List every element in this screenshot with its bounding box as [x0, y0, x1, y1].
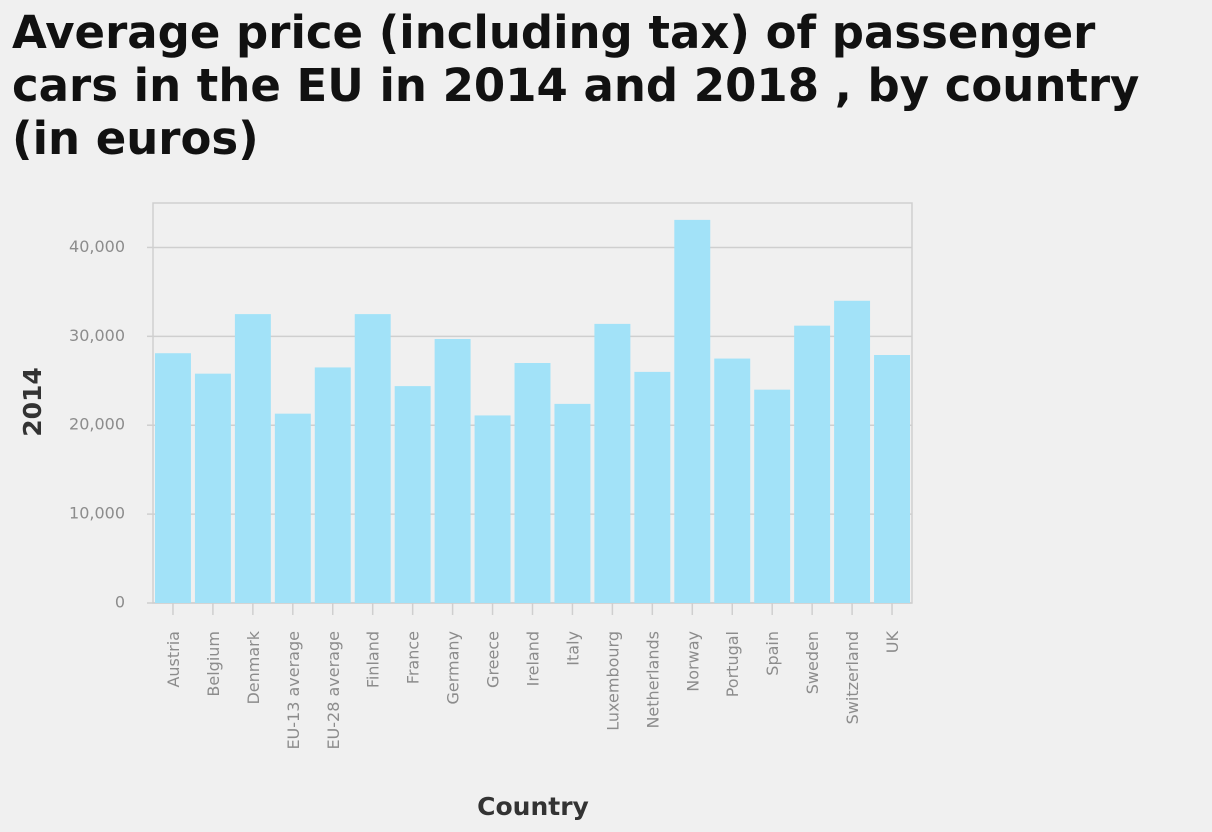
x-tick-label: France: [404, 631, 423, 684]
x-tick-label: Netherlands: [643, 631, 662, 729]
bars: [155, 219, 910, 603]
x-tick-label: EU-13 average: [284, 631, 303, 750]
bar: [314, 367, 351, 603]
x-tick-label: Italy: [563, 631, 582, 666]
x-tick-label: EU-28 average: [324, 631, 343, 750]
x-tick-label: UK: [883, 630, 902, 653]
y-tick-label: 20,000: [69, 415, 125, 434]
bar: [674, 219, 711, 603]
bar: [274, 413, 311, 603]
chart-title: Average price (including tax) of passeng…: [12, 6, 1140, 165]
y-axis-ticks: 0 10,000 20,000 30,000 40,000: [69, 237, 153, 612]
bar: [874, 355, 910, 603]
x-tick-label: Portugal: [723, 631, 742, 697]
bar: [434, 339, 471, 603]
x-axis-label: Country: [477, 792, 589, 821]
bar: [714, 358, 751, 603]
bar: [194, 373, 231, 603]
bar: [234, 314, 271, 603]
bar: [754, 389, 791, 603]
bar: [474, 415, 511, 603]
x-tick-label: Switzerland: [843, 631, 862, 724]
bar: [594, 323, 631, 603]
bar: [794, 325, 831, 603]
x-tick-label: Finland: [364, 631, 383, 688]
y-tick-label: 10,000: [69, 504, 125, 523]
x-tick-label: Norway: [683, 631, 702, 692]
x-tick-label: Greece: [484, 631, 503, 688]
bar: [155, 353, 191, 603]
bar: [634, 371, 671, 603]
x-tick-label: Germany: [444, 631, 463, 705]
bar: [554, 403, 591, 603]
bar: [834, 300, 871, 603]
bar: [394, 386, 431, 603]
bar: [354, 314, 391, 603]
x-tick-label: Sweden: [803, 631, 822, 694]
bar: [514, 363, 551, 603]
y-tick-label: 30,000: [69, 326, 125, 345]
y-tick-label: 40,000: [69, 237, 125, 256]
x-tick-label: Austria: [164, 631, 183, 688]
x-tick-label: Luxembourg: [603, 631, 622, 731]
x-tick-label: Denmark: [244, 630, 263, 704]
y-axis-label: 2014: [18, 367, 47, 437]
x-tick-label: Belgium: [204, 631, 223, 697]
x-axis-ticks: Austria Belgium Denmark EU-13 average EU-28 …: [164, 603, 902, 750]
x-tick-label: Ireland: [524, 631, 543, 686]
x-tick-label: Spain: [763, 631, 782, 676]
y-tick-label: 0: [115, 593, 125, 612]
